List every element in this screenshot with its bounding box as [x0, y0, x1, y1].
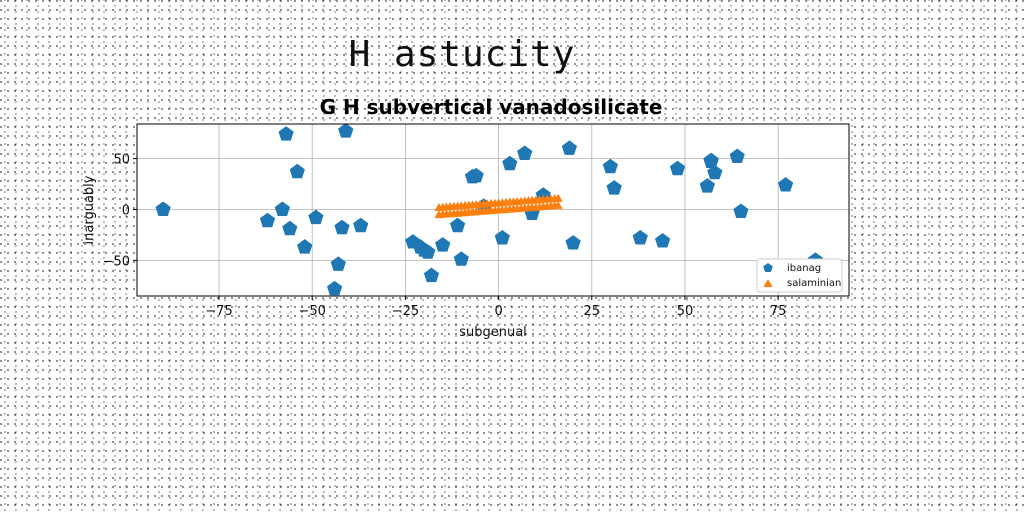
y-tick-label: −50 — [103, 254, 130, 269]
data-point-ibanag — [453, 251, 469, 266]
data-point-ibanag — [699, 178, 715, 193]
data-point-ibanag — [632, 230, 648, 245]
data-point-ibanag — [334, 219, 350, 235]
x-tick-label: −50 — [298, 304, 325, 319]
data-point-ibanag — [602, 158, 618, 174]
data-points — [155, 123, 824, 296]
data-point-ibanag — [423, 267, 440, 283]
legend: ibanag salaminian — [756, 258, 843, 293]
chart-title: G H subvertical vanadosilicate — [320, 95, 663, 119]
data-point-ibanag — [502, 155, 518, 171]
data-point-ibanag — [606, 180, 622, 195]
legend-box — [756, 258, 843, 293]
y-tick-label: 0 — [122, 203, 130, 218]
data-point-ibanag — [308, 209, 324, 225]
legend-label-salaminian: salaminian — [787, 278, 841, 289]
x-tick-label: −25 — [392, 304, 419, 319]
x-tick-label: 25 — [584, 304, 601, 319]
x-tick-label: −75 — [205, 304, 232, 319]
data-point-ibanag — [297, 239, 313, 254]
legend-marker-salaminian — [763, 279, 773, 287]
data-point-ibanag — [655, 233, 671, 248]
data-point-ibanag — [330, 256, 346, 271]
data-point-ibanag — [494, 230, 510, 245]
data-point-salaminian — [553, 193, 563, 202]
axis-ticks: −75 −50 −25 0 25 50 75 −50 0 50 — [103, 153, 787, 319]
legend-label-ibanag: ibanag — [787, 263, 821, 274]
figure-title: H astucity — [348, 34, 576, 75]
data-point-ibanag — [729, 148, 745, 163]
data-point-ibanag — [259, 212, 276, 228]
data-point-ibanag — [450, 217, 466, 233]
data-point-ibanag — [327, 280, 343, 296]
data-point-ibanag — [289, 163, 305, 179]
data-point-ibanag — [155, 201, 171, 216]
y-tick-label: 50 — [113, 153, 130, 168]
data-point-ibanag — [420, 244, 436, 259]
x-tick-label: 0 — [494, 304, 502, 319]
data-point-ibanag — [733, 203, 749, 218]
y-axis-label: inarguably — [82, 175, 97, 244]
data-point-ibanag — [565, 235, 581, 250]
data-point-ibanag — [274, 201, 290, 216]
x-axis-label: subgenual — [459, 325, 527, 340]
data-point-ibanag — [468, 167, 484, 183]
data-point-ibanag — [703, 152, 719, 168]
data-point-ibanag — [282, 220, 298, 236]
x-tick-label: 75 — [770, 304, 787, 319]
data-point-ibanag — [517, 145, 533, 160]
x-tick-label: 50 — [677, 304, 694, 319]
data-point-ibanag — [561, 140, 577, 155]
data-point-ibanag — [435, 237, 451, 252]
data-point-ibanag — [338, 123, 354, 138]
plot-frame — [136, 123, 850, 297]
data-point-ibanag — [778, 177, 794, 192]
data-point-ibanag — [278, 126, 294, 141]
data-point-ibanag — [669, 160, 686, 176]
data-point-ibanag — [707, 164, 723, 180]
legend-marker-ibanag — [763, 263, 773, 272]
data-point-salaminian — [553, 200, 563, 209]
data-point-ibanag — [353, 217, 369, 233]
